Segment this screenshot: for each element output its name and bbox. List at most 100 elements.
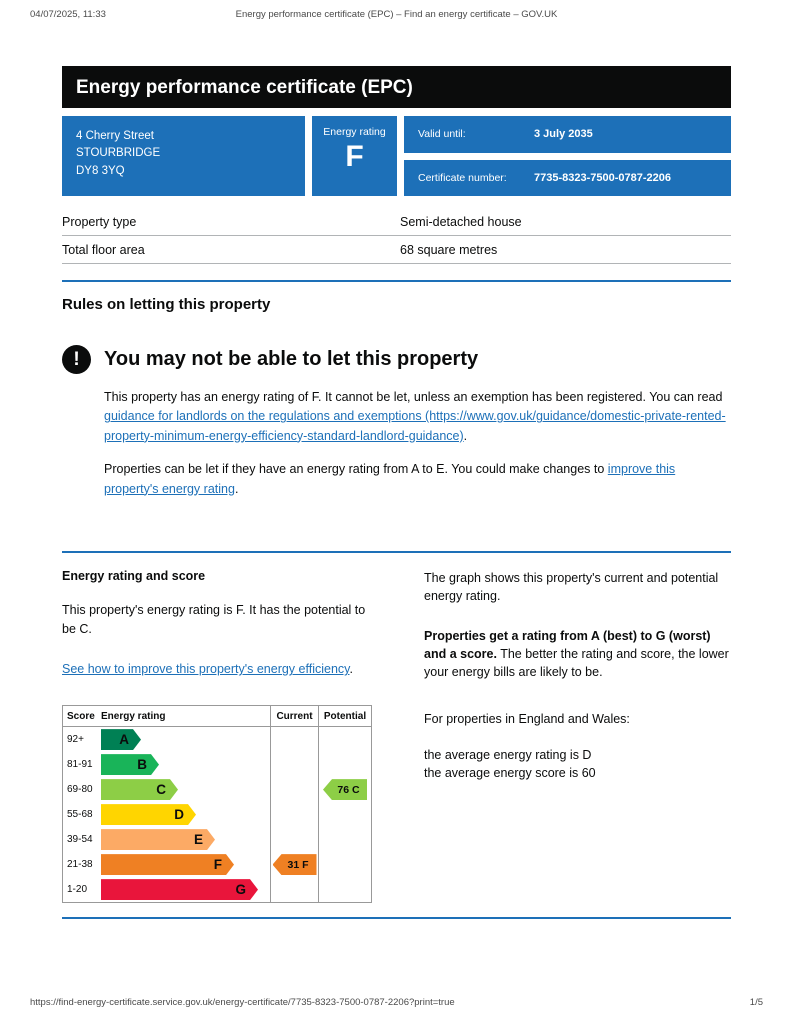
band-score: 1-20	[67, 884, 88, 896]
energy-rating-section: Energy rating and score This property's …	[62, 568, 731, 904]
current-slot-e	[271, 827, 318, 852]
band-arrow-d: D	[101, 804, 196, 825]
floor-area-value: 68 square metres	[400, 243, 498, 257]
rating-explanation-column: The graph shows this property's current …	[424, 569, 731, 903]
section-divider	[62, 280, 731, 282]
address-line-1: 4 Cherry Street	[76, 130, 154, 142]
potential-slot-a	[319, 727, 371, 752]
band-score: 55-68	[67, 809, 93, 821]
property-details-table: Property type Semi-detached house Total …	[62, 208, 731, 264]
potential-slot-f	[319, 852, 371, 877]
certificate-number-box: Certificate number: 7735-8323-7500-0787-…	[404, 159, 731, 196]
warning-heading: You may not be able to let this property	[104, 348, 479, 370]
epc-rating-chart: Score Energy rating Current Potential 92…	[62, 705, 372, 904]
band-arrow-b: B	[101, 754, 159, 775]
chart-col-current: Current	[270, 706, 318, 727]
band-row-g: 1-20 G	[63, 877, 270, 902]
property-type-label: Property type	[62, 215, 137, 229]
band-score: 81-91	[67, 759, 93, 771]
warning-banner: ! You may not be able to let this proper…	[62, 345, 731, 374]
valid-until-box: Valid until: 3 July 2035	[404, 116, 731, 153]
average-rating-line: the average energy rating is D	[424, 747, 592, 762]
improve-rating-link[interactable]: improve this property's energy rating	[104, 462, 676, 496]
average-score-line: the average energy score is 60	[424, 765, 596, 780]
chart-body: 92+ A 81-91 B 69-80 C	[63, 727, 371, 903]
band-score: 21-38	[67, 859, 93, 871]
floor-area-label: Total floor area	[62, 243, 145, 257]
potential-slot-b	[319, 752, 371, 777]
certificate-number-label: Certificate number:	[418, 171, 507, 184]
energy-rating-box: Energy rating F	[312, 116, 397, 196]
rating-intro-text: This property's energy rating is F. It h…	[62, 602, 366, 636]
averages-text: the average energy rating is D the avera…	[424, 746, 731, 782]
table-row: Property type Semi-detached house	[62, 208, 731, 236]
ratings-explanation-rest: The better the rating and score, the low…	[424, 647, 729, 680]
band-row-d: 55-68 D	[63, 802, 270, 827]
letting-allowed-period: .	[234, 481, 239, 496]
print-url: https://find-energy-certificate.service.…	[30, 997, 455, 1008]
valid-until-label: Valid until:	[418, 128, 466, 141]
band-arrow-a: A	[101, 729, 141, 750]
letting-rules-paragraph: This property has an energy rating of F.…	[104, 388, 731, 446]
band-row-c: 69-80 C	[63, 777, 270, 802]
current-slot-b	[271, 752, 318, 777]
band-row-f: 21-38 F	[63, 852, 270, 877]
improve-efficiency-line: See how to improve this property's energ…	[62, 660, 372, 679]
current-slot-f: 31 F	[271, 852, 318, 877]
potential-slot-e	[319, 827, 371, 852]
band-arrow-c: C	[101, 779, 178, 800]
chart-potential-column: 76 C	[318, 727, 371, 903]
chart-current-column: 31 F	[270, 727, 318, 903]
band-score: 92+	[67, 734, 84, 746]
print-doc-title: Energy performance certificate (EPC) – F…	[235, 9, 558, 20]
ratings-explanation-text: Properties get a rating from A (best) to…	[424, 627, 731, 681]
certificate-banner: Energy performance certificate (EPC)	[62, 66, 731, 108]
band-arrow-e: E	[101, 829, 215, 850]
energy-rating-value: F	[345, 140, 364, 173]
rating-score-heading: Energy rating and score	[62, 568, 206, 583]
address-line-3: DY8 3YQ	[76, 164, 125, 177]
letting-allowed-text: Properties can be let if they have an en…	[104, 462, 608, 477]
band-row-e: 39-54 E	[63, 827, 270, 852]
chart-bands: 92+ A 81-91 B 69-80 C	[63, 727, 270, 902]
banner-title: Energy performance certificate (EPC)	[76, 77, 413, 98]
certificate-content: Energy performance certificate (EPC) 4 C…	[62, 66, 731, 920]
improve-efficiency-link[interactable]: See how to improve this property's energ…	[62, 662, 350, 677]
warning-body: This property has an energy rating of F.…	[104, 388, 731, 499]
chart-header-row: Score Energy rating Current Potential	[63, 706, 371, 728]
band-arrow-g: G	[101, 879, 258, 900]
current-slot-d	[271, 802, 318, 827]
potential-slot-c: 76 C	[319, 777, 371, 802]
browser-print-footer: https://find-energy-certificate.service.…	[30, 997, 763, 1008]
improve-efficiency-period: .	[349, 662, 353, 677]
certificate-summary: 4 Cherry Street STOURBRIDGE DY8 3YQ Ener…	[62, 116, 731, 196]
landlord-guidance-link[interactable]: guidance for landlords on the regulation…	[104, 409, 726, 443]
letting-allowed-paragraph: Properties can be let if they have an en…	[104, 460, 731, 499]
warning-exclamation-icon: !	[62, 345, 91, 374]
current-slot-g	[271, 877, 318, 902]
graph-intro-text: The graph shows this property's current …	[424, 570, 719, 603]
print-datetime: 04/07/2025, 11:33	[30, 9, 106, 20]
address-line-2: STOURBRIDGE	[76, 147, 161, 160]
browser-print-header: 04/07/2025, 11:33 Energy performance cer…	[30, 9, 763, 20]
letting-rules-period: .	[463, 428, 468, 443]
table-row: Total floor area 68 square metres	[62, 236, 731, 264]
potential-slot-g	[319, 877, 371, 902]
potential-slot-d	[319, 802, 371, 827]
certificate-meta-boxes: Valid until: 3 July 2035 Certificate num…	[404, 116, 731, 196]
band-row-a: 92+ A	[63, 727, 270, 752]
valid-until-value: 3 July 2035	[534, 128, 593, 141]
section-divider	[62, 550, 731, 553]
property-type-value: Semi-detached house	[400, 215, 522, 229]
energy-rating-label: Energy rating	[323, 126, 386, 138]
section-divider	[62, 917, 731, 920]
ratings-explanation-bold: Properties get a rating from A (best) to…	[424, 629, 711, 662]
current-slot-c	[271, 777, 318, 802]
current-slot-a	[271, 727, 318, 752]
property-address-box: 4 Cherry Street STOURBRIDGE DY8 3YQ	[62, 116, 305, 196]
band-arrow-f: F	[101, 854, 234, 875]
letting-rules-text: This property has an energy rating of F.…	[104, 390, 723, 404]
chart-col-energy-rating: Energy rating	[101, 711, 166, 723]
band-row-b: 81-91 B	[63, 752, 270, 777]
